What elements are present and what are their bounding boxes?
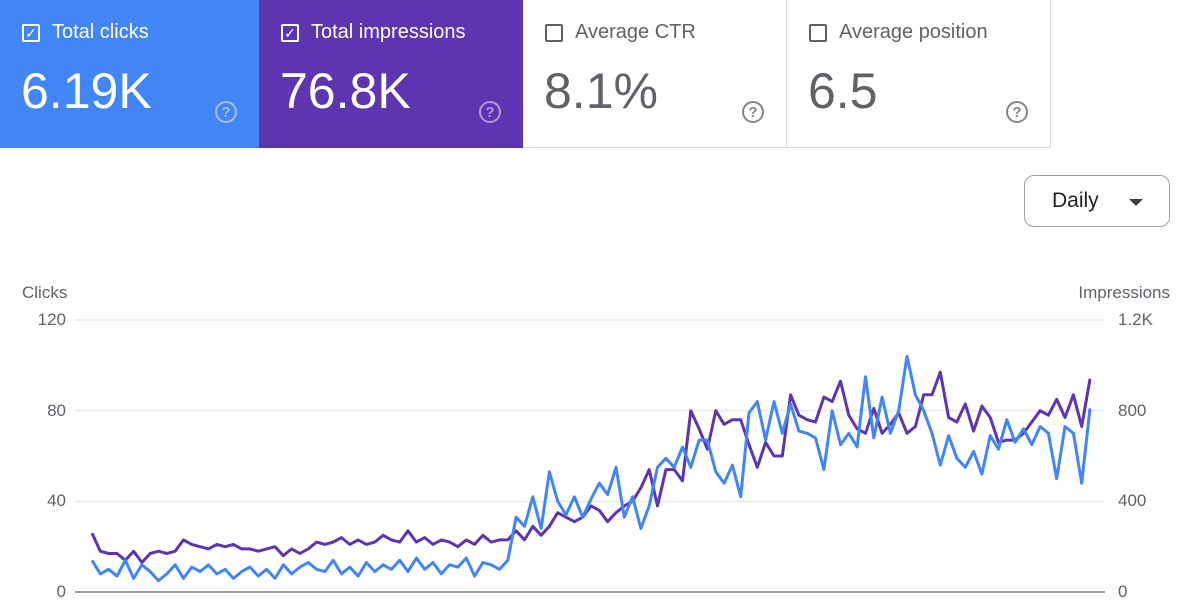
checkbox-unchecked-icon[interactable]	[809, 23, 827, 42]
left-tick-label: 40	[47, 491, 66, 511]
metric-card-total-impressions[interactable]: ✓ Total impressions 76.8K ?	[259, 0, 523, 148]
right-tick-label: 1.2K	[1118, 310, 1153, 329]
series-line-impressions	[90, 370, 1092, 564]
metric-card-average-position[interactable]: Average position 6.5 ?	[787, 0, 1051, 148]
help-icon[interactable]: ?	[1006, 101, 1028, 123]
right-tick-label: 800	[1118, 400, 1147, 420]
metric-label: Average CTR	[575, 21, 696, 43]
help-icon[interactable]: ?	[742, 101, 764, 123]
metric-value: 76.8K	[280, 63, 411, 119]
left-axis-title: Clicks	[22, 283, 68, 302]
checkbox-checked-icon[interactable]: ✓	[22, 23, 40, 42]
metric-card-average-ctr[interactable]: Average CTR 8.1% ?	[523, 0, 787, 148]
left-tick-label: 80	[47, 400, 66, 420]
help-icon[interactable]: ?	[479, 101, 501, 123]
right-axis-title: Impressions	[1078, 283, 1170, 302]
left-tick-label: 0	[56, 582, 66, 601]
right-tick-label: 0	[1118, 582, 1128, 601]
metric-value: 6.5	[808, 63, 878, 119]
granularity-selected: Daily	[1052, 189, 1099, 212]
dropdown-caret-icon	[1129, 199, 1143, 206]
metric-value: 6.19K	[21, 63, 152, 119]
right-tick-label: 400	[1118, 491, 1147, 511]
checkbox-unchecked-icon[interactable]	[545, 23, 563, 42]
series-line-clicks	[90, 354, 1092, 583]
metric-value: 8.1%	[544, 63, 658, 119]
help-icon[interactable]: ?	[215, 101, 237, 123]
checkbox-checked-icon[interactable]: ✓	[281, 23, 299, 42]
metric-label: Average position	[839, 21, 988, 43]
metric-label: Total impressions	[311, 21, 466, 43]
left-tick-label: 120	[37, 310, 66, 329]
metric-label: Total clicks	[52, 21, 149, 43]
metric-card-total-clicks[interactable]: ✓ Total clicks 6.19K ?	[0, 0, 259, 148]
granularity-dropdown[interactable]: Daily	[1024, 175, 1170, 227]
